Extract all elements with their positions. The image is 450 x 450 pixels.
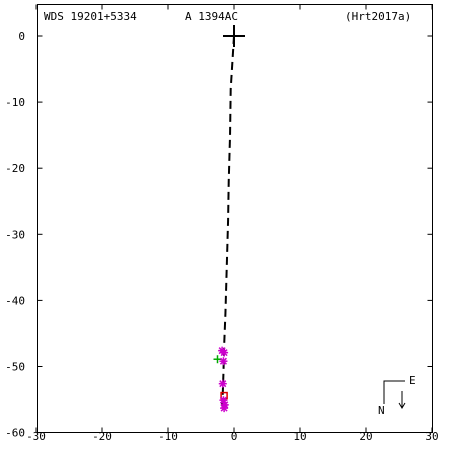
compass-east-label: E xyxy=(409,374,416,387)
y-tick-label: -20 xyxy=(5,162,25,175)
observation-point xyxy=(220,348,229,357)
x-tick-label: 20 xyxy=(359,430,372,443)
y-tick-label: -10 xyxy=(5,96,25,109)
y-tick-label: 0 xyxy=(18,30,25,43)
marker-stroke xyxy=(219,357,227,365)
y-tick-label: -60 xyxy=(5,427,25,440)
y-tick-label: -30 xyxy=(5,228,25,241)
header-right: (Hrt2017a) xyxy=(345,10,411,23)
compass: E N xyxy=(378,374,416,417)
header-left: WDS 19201+5334 xyxy=(44,10,137,23)
observation-point xyxy=(218,379,227,388)
x-tick-labels: -30 -20 -10 0 10 20 30 xyxy=(26,430,439,443)
compass-north-label: N xyxy=(378,404,385,417)
y-tick-labels: 0 -10 -20 -30 -40 -50 -60 xyxy=(5,30,25,440)
compass-frame xyxy=(383,380,405,404)
header-center: A 1394AC xyxy=(185,10,238,23)
y-tick-label: -40 xyxy=(5,294,25,307)
tick-marks xyxy=(35,4,433,434)
x-tick-label: -20 xyxy=(92,430,112,443)
observation-point xyxy=(213,355,222,364)
marker-stroke xyxy=(219,380,227,388)
plot-frame xyxy=(37,4,433,433)
observations xyxy=(213,346,229,413)
x-tick-label: 0 xyxy=(231,430,238,443)
x-tick-label: -10 xyxy=(158,430,178,443)
y-tick-label: -50 xyxy=(5,361,25,374)
compass-arrow-head xyxy=(398,402,406,409)
observation-point xyxy=(220,404,229,413)
marker-stroke xyxy=(220,404,228,412)
observation-point xyxy=(219,357,228,366)
primary-star xyxy=(223,25,245,47)
x-tick-label: 10 xyxy=(293,430,306,443)
x-tick-label: 30 xyxy=(425,430,438,443)
x-tick-label: -30 xyxy=(26,430,46,443)
marker-stroke xyxy=(220,349,228,357)
